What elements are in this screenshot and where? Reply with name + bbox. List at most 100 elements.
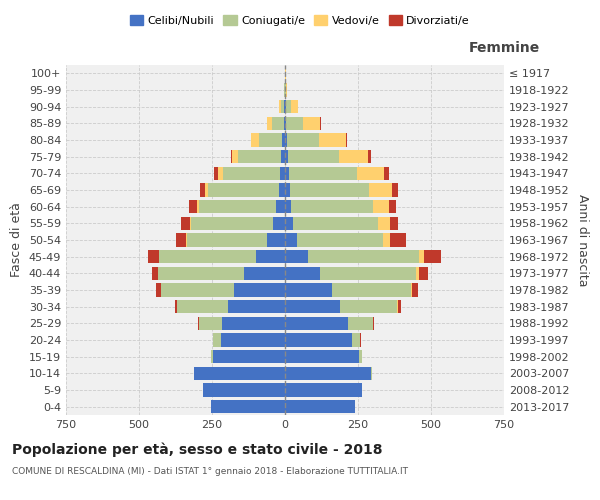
Bar: [181, 216, 190, 230]
Bar: [371, 366, 372, 380]
Bar: [419, 250, 424, 264]
Bar: [289, 166, 356, 180]
Bar: [214, 334, 221, 346]
Bar: [160, 250, 256, 264]
Y-axis label: Anni di nascita: Anni di nascita: [576, 194, 589, 286]
Bar: [369, 184, 392, 196]
Bar: [238, 150, 281, 164]
Bar: [221, 334, 285, 346]
Bar: [198, 316, 199, 330]
Bar: [291, 100, 298, 114]
Bar: [268, 234, 285, 246]
Bar: [285, 400, 355, 413]
Bar: [348, 316, 373, 330]
Bar: [161, 284, 234, 296]
Bar: [332, 284, 410, 296]
Bar: [187, 234, 268, 246]
Bar: [285, 216, 293, 230]
Bar: [359, 350, 362, 364]
Bar: [286, 116, 302, 130]
Bar: [389, 200, 395, 213]
Bar: [223, 166, 280, 180]
Bar: [177, 300, 228, 314]
Y-axis label: Fasce di età: Fasce di età: [10, 202, 23, 278]
Bar: [284, 116, 285, 130]
Bar: [412, 284, 418, 296]
Bar: [292, 200, 373, 213]
Bar: [268, 116, 272, 130]
Bar: [410, 284, 412, 296]
Bar: [378, 216, 389, 230]
Text: Popolazione per età, sesso e stato civile - 2018: Popolazione per età, sesso e stato civil…: [12, 442, 383, 457]
Bar: [280, 166, 285, 180]
Bar: [176, 234, 187, 246]
Bar: [231, 150, 232, 164]
Bar: [281, 150, 285, 164]
Bar: [285, 234, 296, 246]
Text: COMUNE DI RESCALDINA (MI) - Dati ISTAT 1° gennaio 2018 - Elaborazione TUTTITALIA: COMUNE DI RESCALDINA (MI) - Dati ISTAT 1…: [12, 468, 408, 476]
Bar: [273, 216, 285, 230]
Bar: [148, 250, 159, 264]
Bar: [285, 300, 340, 314]
Bar: [320, 266, 416, 280]
Bar: [339, 150, 368, 164]
Bar: [234, 284, 285, 296]
Bar: [288, 150, 339, 164]
Bar: [285, 184, 290, 196]
Bar: [302, 116, 320, 130]
Bar: [356, 166, 384, 180]
Bar: [285, 200, 292, 213]
Bar: [259, 134, 282, 146]
Bar: [222, 316, 285, 330]
Bar: [424, 250, 441, 264]
Bar: [285, 250, 308, 264]
Bar: [278, 184, 285, 196]
Bar: [244, 266, 285, 280]
Bar: [285, 84, 286, 96]
Bar: [199, 200, 276, 213]
Bar: [373, 200, 389, 213]
Bar: [286, 100, 291, 114]
Bar: [390, 234, 406, 246]
Bar: [319, 134, 346, 146]
Bar: [211, 400, 285, 413]
Bar: [194, 366, 285, 380]
Bar: [398, 300, 401, 314]
Bar: [276, 200, 285, 213]
Bar: [373, 316, 374, 330]
Bar: [389, 216, 398, 230]
Bar: [175, 300, 177, 314]
Bar: [352, 334, 361, 346]
Bar: [191, 216, 273, 230]
Bar: [214, 350, 285, 364]
Bar: [285, 350, 359, 364]
Bar: [285, 134, 287, 146]
Bar: [340, 300, 397, 314]
Bar: [199, 316, 222, 330]
Bar: [285, 384, 362, 396]
Bar: [290, 184, 369, 196]
Bar: [416, 266, 419, 280]
Bar: [282, 134, 285, 146]
Bar: [214, 166, 218, 180]
Bar: [383, 234, 390, 246]
Bar: [211, 350, 214, 364]
Bar: [285, 334, 352, 346]
Bar: [203, 384, 285, 396]
Bar: [286, 84, 287, 96]
Bar: [285, 284, 332, 296]
Bar: [346, 134, 347, 146]
Bar: [218, 166, 223, 180]
Bar: [392, 184, 398, 196]
Bar: [251, 134, 259, 146]
Bar: [205, 184, 208, 196]
Bar: [285, 266, 320, 280]
Text: Femmine: Femmine: [469, 40, 539, 54]
Bar: [190, 216, 191, 230]
Bar: [308, 250, 419, 264]
Bar: [296, 234, 383, 246]
Bar: [287, 134, 319, 146]
Bar: [189, 200, 197, 213]
Bar: [228, 300, 285, 314]
Bar: [285, 316, 348, 330]
